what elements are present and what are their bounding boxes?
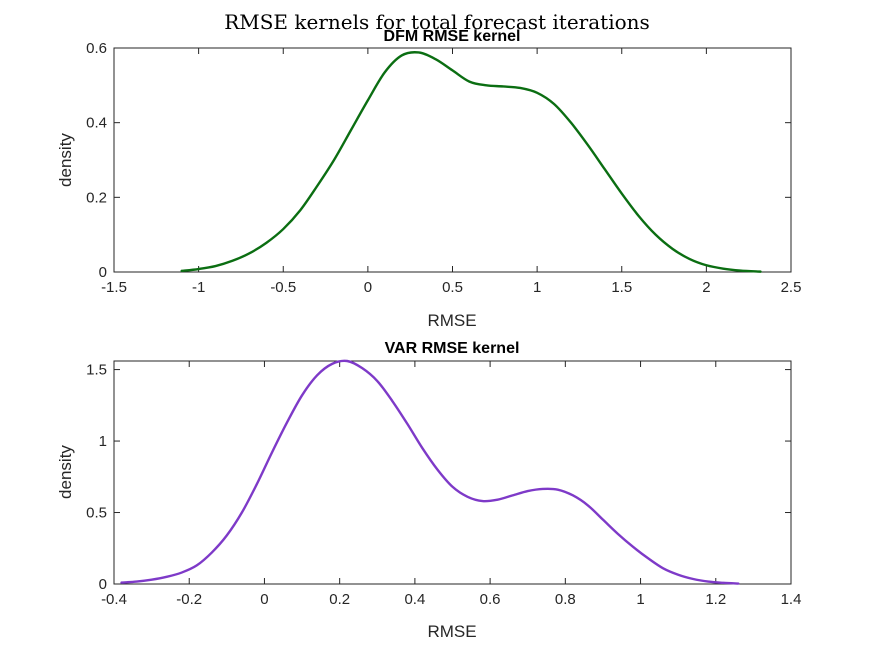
figure-title: RMSE kernels for total forecast iteratio… [224, 10, 650, 34]
dfm-x-tick-label: 2 [702, 279, 710, 296]
dfm-y-ticks: 0 0.2 0.4 0.6 [86, 40, 791, 281]
dfm-panel: -1.5 -1 -0.5 0 0.5 1 1.5 2 2.5 0 0.2 0.4 0.6 DFM RM… [56, 28, 801, 330]
var-x-tick-label: 0 [260, 591, 268, 608]
dfm-y-tick-label: 0 [99, 264, 107, 281]
dfm-x-tick-label: 1.5 [611, 279, 632, 296]
var-x-axis-label: RMSE [427, 622, 476, 641]
var-x-tick-label: 1 [636, 591, 644, 608]
var-x-tick-label: -0.4 [101, 591, 127, 608]
var-x-tick-label: 0.6 [480, 591, 501, 608]
var-y-tick-label: 1.5 [86, 362, 107, 379]
var-y-axis-label: density [56, 445, 75, 499]
dfm-x-tick-label: 1 [533, 279, 541, 296]
var-x-tick-label: 1.4 [781, 591, 802, 608]
dfm-y-axis-label: density [56, 133, 75, 187]
dfm-x-tick-label: -0.5 [270, 279, 296, 296]
var-x-ticks: -0.4 -0.2 0 0.2 0.4 0.6 0.8 1 1.2 1.4 [101, 361, 801, 608]
dfm-y-tick-label: 0.6 [86, 40, 107, 57]
var-y-tick-label: 0.5 [86, 505, 107, 522]
dfm-y-tick-label: 0.4 [86, 115, 107, 132]
dfm-panel-title: DFM RMSE kernel [384, 28, 521, 45]
var-panel-title: VAR RMSE kernel [385, 340, 520, 357]
dfm-density-line [180, 51, 762, 273]
dfm-y-tick-label: 0.2 [86, 189, 107, 206]
dfm-x-ticks: -1.5 -1 -0.5 0 0.5 1 1.5 2 2.5 [101, 48, 801, 296]
var-y-tick-label: 1 [99, 433, 107, 450]
var-panel: -0.4 -0.2 0 0.2 0.4 0.6 0.8 1 1.2 1.4 0 0.5 1 1.5 VA… [56, 340, 801, 641]
dfm-x-tick-label: -1 [192, 279, 205, 296]
var-x-tick-label: 0.4 [404, 591, 425, 608]
dfm-x-tick-label: -1.5 [101, 279, 127, 296]
dfm-x-tick-label: 0.5 [442, 279, 463, 296]
var-x-tick-label: -0.2 [176, 591, 202, 608]
dfm-x-axis-label: RMSE [427, 311, 476, 330]
var-y-ticks: 0 0.5 1 1.5 [86, 362, 791, 593]
var-x-tick-label: 0.8 [555, 591, 576, 608]
var-x-tick-label: 1.2 [705, 591, 726, 608]
dfm-x-tick-label: 2.5 [781, 279, 802, 296]
var-y-tick-label: 0 [99, 576, 107, 593]
dfm-axes-box [113, 47, 792, 273]
var-x-tick-label: 0.2 [329, 591, 350, 608]
dfm-x-tick-label: 0 [364, 279, 372, 296]
var-density-line [120, 359, 740, 585]
var-axes-box [113, 360, 792, 585]
